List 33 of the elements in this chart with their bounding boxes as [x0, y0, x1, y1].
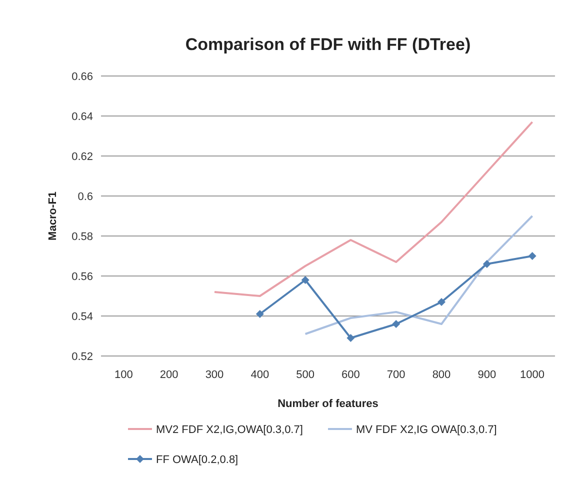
point [438, 298, 446, 306]
x-tick-label: 200 [160, 369, 178, 381]
x-tick-label: 800 [432, 369, 451, 381]
x-tick-label: 1000 [520, 369, 545, 381]
x-tick-label: 900 [478, 369, 496, 381]
y-tick-label: 0.52 [72, 350, 93, 363]
x-tick-label: 100 [114, 369, 133, 381]
y-tick-label: 0.64 [72, 110, 93, 123]
x-axis-title: Number of features [278, 398, 378, 410]
x-tick-label: 400 [250, 369, 270, 381]
point [482, 260, 491, 268]
x-tick-label: 600 [342, 369, 360, 381]
line-series [214, 121, 534, 297]
legend-label: FF OWA[0.2,0.8] [156, 454, 238, 466]
y-tick-label: 0.6 [78, 190, 93, 203]
x-tick-label: 500 [296, 369, 314, 381]
y-tick-label: 0.66 [72, 70, 93, 83]
y-tick-label: 0.62 [72, 150, 93, 163]
x-tick-label: 300 [205, 369, 224, 381]
point [392, 320, 400, 328]
point [528, 252, 536, 260]
chart-title: Comparison of FDF with FF (DTree) [185, 35, 471, 54]
line-series [304, 215, 534, 335]
point [256, 310, 264, 318]
point [301, 276, 310, 284]
y-tick-label: 0.58 [72, 230, 93, 243]
legend-label: MV2 FDF X2,IG,OWA[0.3,0.7] [156, 424, 303, 436]
legend-label: MV FDF X2,IG OWA[0.3,0.7] [356, 424, 497, 436]
point [346, 334, 355, 342]
y-tick-label: 0.54 [72, 310, 93, 323]
y-axis-title: Macro-F1 [47, 192, 59, 240]
y-tick-label: 0.56 [72, 270, 93, 283]
x-tick-label: 700 [386, 369, 406, 381]
